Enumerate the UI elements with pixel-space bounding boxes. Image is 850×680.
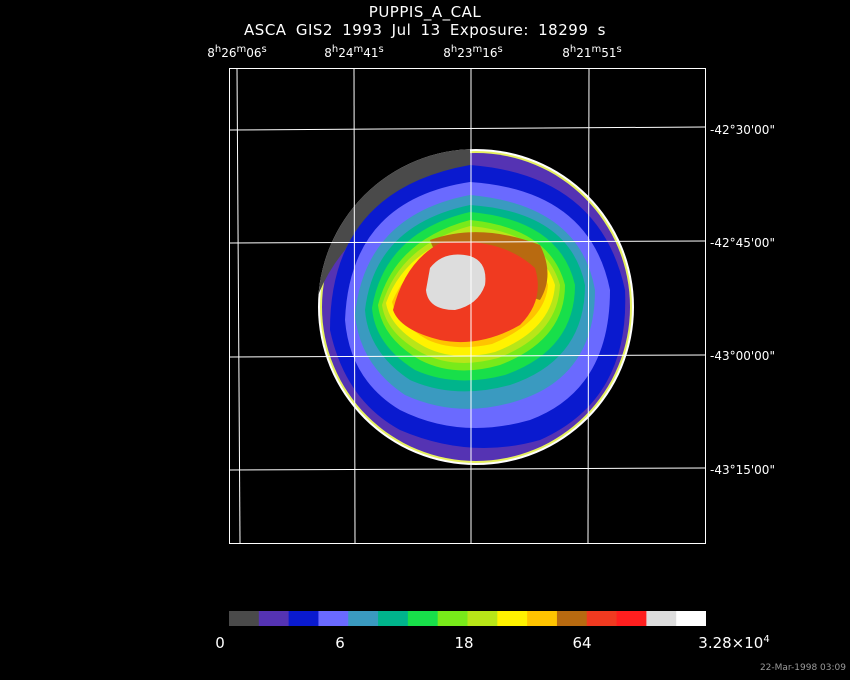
dec-grid-line <box>228 126 706 131</box>
colorbar-swatch <box>527 611 558 626</box>
colorbar-swatch <box>378 611 409 626</box>
colorbar <box>229 611 706 626</box>
ra-grid-line <box>236 67 241 544</box>
dec-grid-line <box>228 467 706 471</box>
colorbar-swatch <box>676 611 706 626</box>
plot-subtitle: ASCA GIS2 1993 Jul 13 Exposure: 18299 s <box>244 21 606 39</box>
ra-tick-label: 8h23m16s <box>443 44 503 60</box>
colorbar-swatch <box>229 611 260 626</box>
ra-grid-line <box>353 67 356 544</box>
timestamp: 22-Mar-1998 03:09 <box>759 663 846 673</box>
dec-tick-label: -42°30'00" <box>710 123 775 137</box>
dec-tick-label: -43°00'00" <box>710 349 775 363</box>
colorbar-label: 0 <box>215 634 225 652</box>
colorbar-swatch <box>407 611 439 626</box>
dec-tick-label: -43°15'00" <box>710 463 775 477</box>
colorbar-swatch <box>348 611 379 626</box>
colorbar-swatch <box>497 611 528 626</box>
colorbar-swatch <box>258 611 290 626</box>
plot-title: PUPPIS_A_CAL <box>368 3 482 21</box>
ra-tick-label: 8h21m51s <box>562 44 622 60</box>
plot-frame <box>229 68 706 544</box>
dec-tick-label: -42°45'00" <box>710 236 775 250</box>
ra-tick-label: 8h24m41s <box>324 44 384 60</box>
colorbar-label: 64 <box>572 634 592 652</box>
colorbar-swatch <box>556 611 588 626</box>
dec-grid-line <box>228 240 706 244</box>
colorbar-swatch <box>646 611 677 626</box>
colorbar-swatch <box>467 611 498 626</box>
colorbar-label: 6 <box>335 634 345 652</box>
ra-grid-line <box>587 67 590 544</box>
ra-tick-label: 8h26m06s <box>207 44 267 60</box>
colorbar-label: 18 <box>454 634 474 652</box>
colorbar-swatch <box>437 611 468 626</box>
dec-grid-line <box>228 354 706 358</box>
image-plot <box>228 67 706 544</box>
colorbar-swatch <box>318 611 349 626</box>
colorbar-swatch <box>288 611 319 626</box>
colorbar-swatch <box>586 611 618 626</box>
xray-intensity-map <box>318 149 634 465</box>
colorbar-swatch <box>616 611 647 626</box>
colorbar-max-label: 3.28×104 <box>698 634 770 652</box>
